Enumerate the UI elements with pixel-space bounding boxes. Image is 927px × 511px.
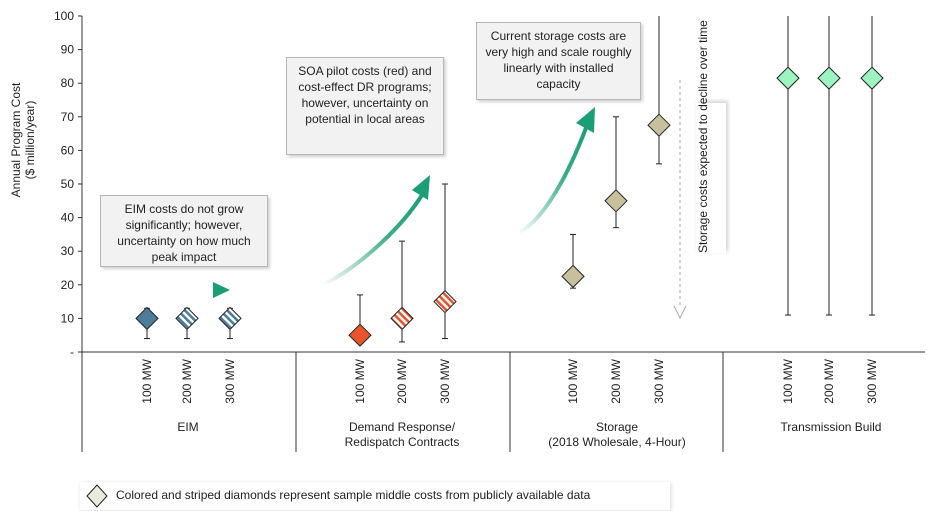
y-tick-label: 10 (61, 311, 75, 325)
data-points (135, 66, 884, 347)
x-category-label: 300 MW (865, 358, 879, 403)
storage-decline-note: Storage costs expected to decline over t… (696, 20, 726, 253)
data-point-diamond (561, 264, 585, 289)
x-category-label: 200 MW (609, 358, 623, 403)
trend-arrow (321, 193, 424, 287)
x-category-label: 100 MW (781, 358, 795, 403)
trend-arrow-head (576, 107, 595, 133)
y-tick-label: 20 (61, 278, 75, 292)
legend-text: Colored and striped diamonds represent s… (116, 488, 591, 502)
axes (81, 16, 925, 452)
data-point-diamond (647, 113, 671, 137)
data-point-diamond (175, 306, 199, 331)
data-point-diamond (817, 66, 841, 90)
x-category-label: 200 MW (180, 358, 194, 403)
x-category-label: 200 MW (822, 358, 836, 403)
data-point-diamond (135, 306, 159, 331)
y-tick-label: 100 (54, 9, 74, 23)
y-tick-label: 40 (61, 211, 75, 225)
data-point-diamond (218, 306, 242, 331)
x-category-label: 100 MW (140, 358, 154, 403)
x-category-labels: 100 MW 200 MW 300 MW 100 MW 200 MW 300 MW 100 … (140, 358, 879, 403)
data-point-diamond (860, 66, 884, 90)
data-point-diamond (390, 306, 414, 331)
y-tick-label: 50 (61, 177, 75, 191)
y-tick-label: 70 (61, 110, 75, 124)
y-tick-label: 30 (61, 244, 75, 258)
x-category-label: 300 MW (652, 358, 666, 403)
x-category-label: 300 MW (438, 358, 452, 403)
y-tick-label: 60 (61, 143, 75, 157)
x-group-label: Storage (2018 Wholesale, 4-Hour) (548, 420, 685, 449)
trend-arrow (517, 127, 588, 235)
data-point-diamond (433, 289, 457, 314)
group-separators (295, 352, 724, 452)
x-group-label: Transmission Build (781, 420, 882, 434)
y-axis-label: Annual Program Cost($ million/year) (9, 82, 37, 197)
eim-note: EIM costs do not grow significantly; how… (100, 195, 268, 267)
x-group-labels: EIM Demand Response/Redispatch Contracts S… (177, 420, 881, 449)
x-category-label: 100 MW (566, 358, 580, 403)
diamond-icon (86, 484, 108, 508)
x-category-label: 100 MW (353, 358, 367, 403)
x-group-label: Demand Response/Redispatch Contracts (345, 420, 460, 449)
y-axis-ticks: 100 90 80 70 60 50 40 30 20 10 - (54, 9, 82, 359)
y-tick-label: - (70, 345, 74, 359)
y-axis-title: Annual Program Cost($ million/year) (9, 82, 37, 197)
y-tick-label: 90 (61, 43, 75, 57)
y-tick-label: 80 (61, 76, 75, 90)
data-point-diamond (604, 189, 628, 213)
storage-note: Current storage costs are very high and … (476, 22, 641, 100)
x-category-label: 300 MW (223, 358, 237, 403)
x-group-label: EIM (177, 420, 198, 434)
legend: Colored and striped diamonds represent s… (80, 482, 670, 510)
trend-arrow-head (213, 282, 230, 298)
data-point-diamond (776, 66, 800, 90)
x-category-label: 200 MW (395, 358, 409, 403)
trend-arrow-head (412, 175, 430, 200)
trend-arrows (150, 80, 687, 320)
demand-response-note: SOA pilot costs (red) and cost-effect DR… (286, 57, 444, 155)
decline-arrow-head (673, 305, 687, 320)
data-point-diamond (348, 323, 372, 347)
